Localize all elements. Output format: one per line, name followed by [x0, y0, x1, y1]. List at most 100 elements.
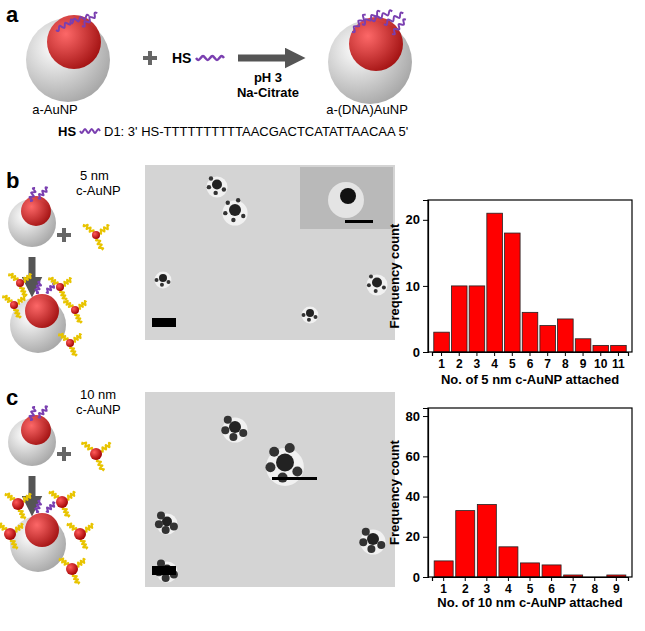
- bar: [477, 505, 496, 577]
- silica-halo: [155, 272, 172, 289]
- tick-label: 1: [440, 582, 447, 596]
- tick-mark: [565, 352, 566, 356]
- c-aunp: [0, 523, 23, 549]
- tick: 7: [544, 352, 551, 371]
- dna-strand: [59, 334, 68, 341]
- satellite: [170, 522, 178, 530]
- bar: [593, 345, 609, 352]
- satellite: [157, 511, 165, 519]
- gold-dot: [66, 339, 74, 347]
- c-aunp: [5, 493, 31, 519]
- tick: 6: [527, 352, 534, 371]
- tick-label: 8: [562, 357, 569, 371]
- tick: 60: [406, 449, 428, 464]
- dna-strand: [15, 524, 23, 532]
- tick-mark: [530, 577, 531, 581]
- tick-label: 0: [413, 570, 420, 585]
- tick-label: 6: [527, 357, 534, 371]
- tick: 10: [594, 352, 608, 371]
- tick: 4: [505, 577, 512, 596]
- tick: 5: [527, 577, 534, 596]
- tem-image: [145, 392, 395, 587]
- tick-mark: [494, 352, 495, 356]
- gold-cap: [25, 513, 59, 547]
- satellite: [285, 443, 295, 453]
- tick-label: 6: [548, 582, 555, 596]
- tick-label: 9: [580, 357, 587, 371]
- scale-bar: [152, 318, 176, 327]
- satellite: [241, 214, 245, 218]
- satellite: [269, 447, 279, 457]
- c-aunp: [67, 523, 93, 549]
- satellite: [314, 315, 318, 319]
- bar: [575, 339, 591, 352]
- satellite: [155, 520, 163, 528]
- bar: [456, 511, 475, 577]
- tick: 0: [413, 570, 428, 585]
- tick-mark: [476, 352, 477, 356]
- tick: 9: [580, 352, 587, 371]
- c-aunp: [64, 301, 87, 324]
- gold-core: [276, 454, 294, 472]
- tick-mark: [618, 352, 619, 356]
- bar: [487, 213, 503, 352]
- dna-strand: [77, 559, 85, 567]
- tem-image: [145, 165, 395, 340]
- satellite: [307, 318, 311, 322]
- satellite: [374, 289, 378, 293]
- tick: 8: [562, 352, 569, 371]
- tem-background: [145, 392, 395, 587]
- gold-dot: [16, 279, 24, 287]
- satellite: [229, 433, 237, 441]
- tick-mark: [600, 352, 601, 356]
- figure: abca-AuNPHSpH 3Na-Citratea-(DNA)AuNPHSD1…: [0, 0, 645, 631]
- tick-label: 3: [474, 357, 481, 371]
- janus-particle: [10, 282, 66, 353]
- tick: 80: [406, 409, 428, 424]
- dna-strand: [49, 278, 58, 285]
- tick-mark: [551, 577, 552, 581]
- tick: 3: [474, 352, 481, 371]
- dna-strand: [67, 523, 76, 530]
- dna-strand: [35, 501, 41, 512]
- gold-cap: [21, 196, 51, 226]
- arrow: [238, 55, 295, 62]
- y-axis: 020406080: [406, 409, 429, 585]
- dna-strand: [14, 309, 21, 318]
- scale-bar: [272, 477, 317, 480]
- gold-dot: [66, 563, 78, 575]
- tick: 1: [440, 577, 447, 596]
- tick: 11: [612, 352, 625, 371]
- gold-core: [159, 274, 167, 282]
- tick-mark: [465, 577, 466, 581]
- tem-inset: [300, 167, 393, 229]
- bar: [434, 561, 453, 577]
- tick-label: 40: [406, 489, 420, 504]
- panel-letter: b: [6, 168, 19, 193]
- bar: [521, 563, 540, 577]
- gold-dot: [74, 528, 86, 540]
- tick-label: 11: [612, 357, 625, 371]
- tick-label: 5: [509, 357, 516, 371]
- c-aunp: [3, 296, 26, 319]
- tick: 20: [406, 212, 428, 227]
- dna-strand: [29, 188, 35, 201]
- tick-mark: [443, 577, 444, 581]
- tick-label: 7: [544, 357, 551, 371]
- scale-bar: [152, 566, 176, 575]
- dna-strand: [56, 19, 74, 31]
- janus-particle: [328, 10, 412, 104]
- bar: [522, 312, 538, 352]
- tick-mark: [530, 352, 531, 356]
- bar: [505, 233, 521, 352]
- bar: [611, 345, 627, 352]
- tick-mark: [423, 537, 428, 538]
- dna-strand: [0, 523, 6, 530]
- silica-halo: [367, 275, 388, 296]
- gold-dot: [71, 306, 79, 314]
- dna-strand: [60, 291, 67, 300]
- plus-sign: [143, 51, 157, 65]
- dna-strand: [85, 524, 93, 532]
- tick: 6: [548, 577, 555, 596]
- tick-mark: [512, 352, 513, 356]
